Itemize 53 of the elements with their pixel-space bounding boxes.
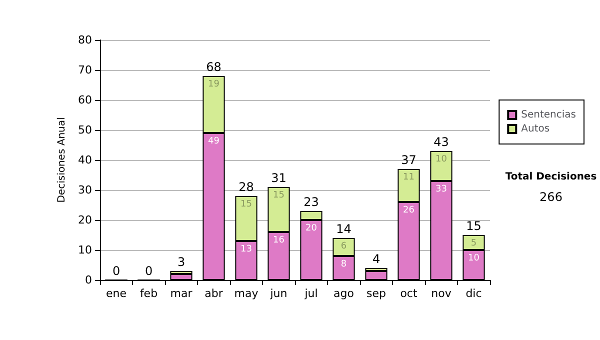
x-tick-label: may <box>234 287 259 300</box>
total-label: 3 <box>177 255 186 269</box>
legend-label: Sentencias <box>521 110 576 120</box>
data-label: 16 <box>273 236 285 246</box>
data-label: 6 <box>340 242 347 252</box>
data-label: 10 <box>436 154 448 164</box>
y-tick-label: 0 <box>85 274 92 286</box>
data-label: 5 <box>470 238 477 248</box>
y-tick-label: 40 <box>78 154 92 166</box>
x-tick-label: mar <box>170 287 193 300</box>
data-label: 26 <box>403 206 415 216</box>
x-tick-label: abr <box>204 287 224 300</box>
y-tick-label: 10 <box>78 244 92 256</box>
total-label: 4 <box>372 252 380 266</box>
x-tick-label: jun <box>269 287 288 300</box>
x-tick-label: sep <box>366 287 386 300</box>
x-tick-label: ago <box>334 287 354 300</box>
data-label: 19 <box>208 80 220 90</box>
data-label: 15 <box>273 190 284 200</box>
total-label: 43 <box>434 135 449 149</box>
total-label: 23 <box>304 195 319 209</box>
data-label: 10 <box>468 254 480 264</box>
total-label: 0 <box>112 264 120 278</box>
data-label: 33 <box>436 184 447 194</box>
x-tick-label: ene <box>106 287 127 300</box>
x-tick-label: dic <box>466 287 482 300</box>
y-tick-label: 80 <box>78 34 92 46</box>
y-tick-label: 30 <box>78 184 92 196</box>
total-label: 15 <box>466 219 482 233</box>
y-axis-title: Decisiones Anual <box>56 117 68 203</box>
y-tick-label: 70 <box>78 64 92 76</box>
x-tick-label: oct <box>400 287 418 300</box>
total-label: 0 <box>144 264 153 278</box>
data-label: 11 <box>403 172 414 182</box>
data-label: 20 <box>306 224 318 234</box>
y-tick-label: 20 <box>78 214 92 226</box>
x-tick-label: jul <box>304 287 318 300</box>
text: 266 <box>540 190 562 204</box>
data-label: 15 <box>240 200 252 210</box>
data-label: 13 <box>240 244 252 254</box>
y-tick-label: 60 <box>78 94 92 106</box>
total-label: 68 <box>206 60 222 74</box>
legend-label: Autos <box>521 124 550 134</box>
x-tick-label: nov <box>431 287 452 300</box>
data-label: 8 <box>340 260 347 270</box>
x-tick-label: feb <box>140 287 158 300</box>
data-label: 49 <box>208 136 220 146</box>
y-tick-label: 50 <box>78 124 92 136</box>
total-label: 31 <box>271 171 286 185</box>
text: Total Decisiones <box>505 172 597 182</box>
total-label: 37 <box>401 153 416 167</box>
total-label: 28 <box>238 180 254 194</box>
total-label: 14 <box>336 222 352 236</box>
